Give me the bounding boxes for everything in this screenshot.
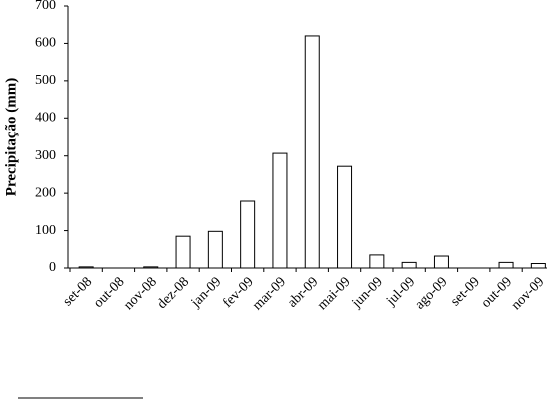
- x-tick-label: abr-09: [285, 274, 321, 310]
- x-tick-label: set-09: [448, 274, 483, 309]
- y-tick-label: 400: [35, 111, 56, 126]
- bar: [175, 235, 191, 269]
- bar: [143, 266, 159, 269]
- bar: [433, 255, 449, 269]
- x-tick-label: out-08: [91, 274, 127, 310]
- bar: [401, 261, 417, 269]
- bar: [240, 200, 256, 269]
- bar: [78, 266, 94, 269]
- bar: [304, 35, 320, 269]
- bar: [272, 152, 288, 269]
- x-tick-label: mai-09: [315, 274, 354, 313]
- y-tick-label: 100: [35, 223, 56, 238]
- x-tick-label: nov-09: [509, 274, 547, 313]
- bar: [369, 254, 385, 269]
- bar: [530, 263, 546, 269]
- y-tick-label: 200: [35, 185, 56, 200]
- x-tick-label: jan-09: [188, 274, 225, 311]
- x-tick-label: out-09: [479, 274, 515, 310]
- y-tick-label: 300: [35, 148, 56, 163]
- x-tick-label: ago-09: [412, 274, 450, 312]
- x-tick-label: set-08: [60, 274, 95, 309]
- x-tick-label: dez-08: [155, 274, 193, 312]
- y-tick-label: 700: [35, 0, 56, 13]
- x-tick-label: mar-09: [250, 274, 289, 313]
- bar: [207, 230, 223, 269]
- y-tick-label: 0: [49, 260, 56, 275]
- x-tick-label: nov-08: [121, 274, 160, 313]
- x-tick-label: jul-09: [383, 274, 418, 309]
- bar: [498, 261, 514, 269]
- y-tick-label: 500: [35, 73, 56, 88]
- y-tick-label: 600: [35, 36, 56, 51]
- y-axis-label: Precipitação (mm): [3, 78, 19, 196]
- x-tick-label: jun-09: [349, 274, 386, 311]
- bar: [337, 165, 353, 269]
